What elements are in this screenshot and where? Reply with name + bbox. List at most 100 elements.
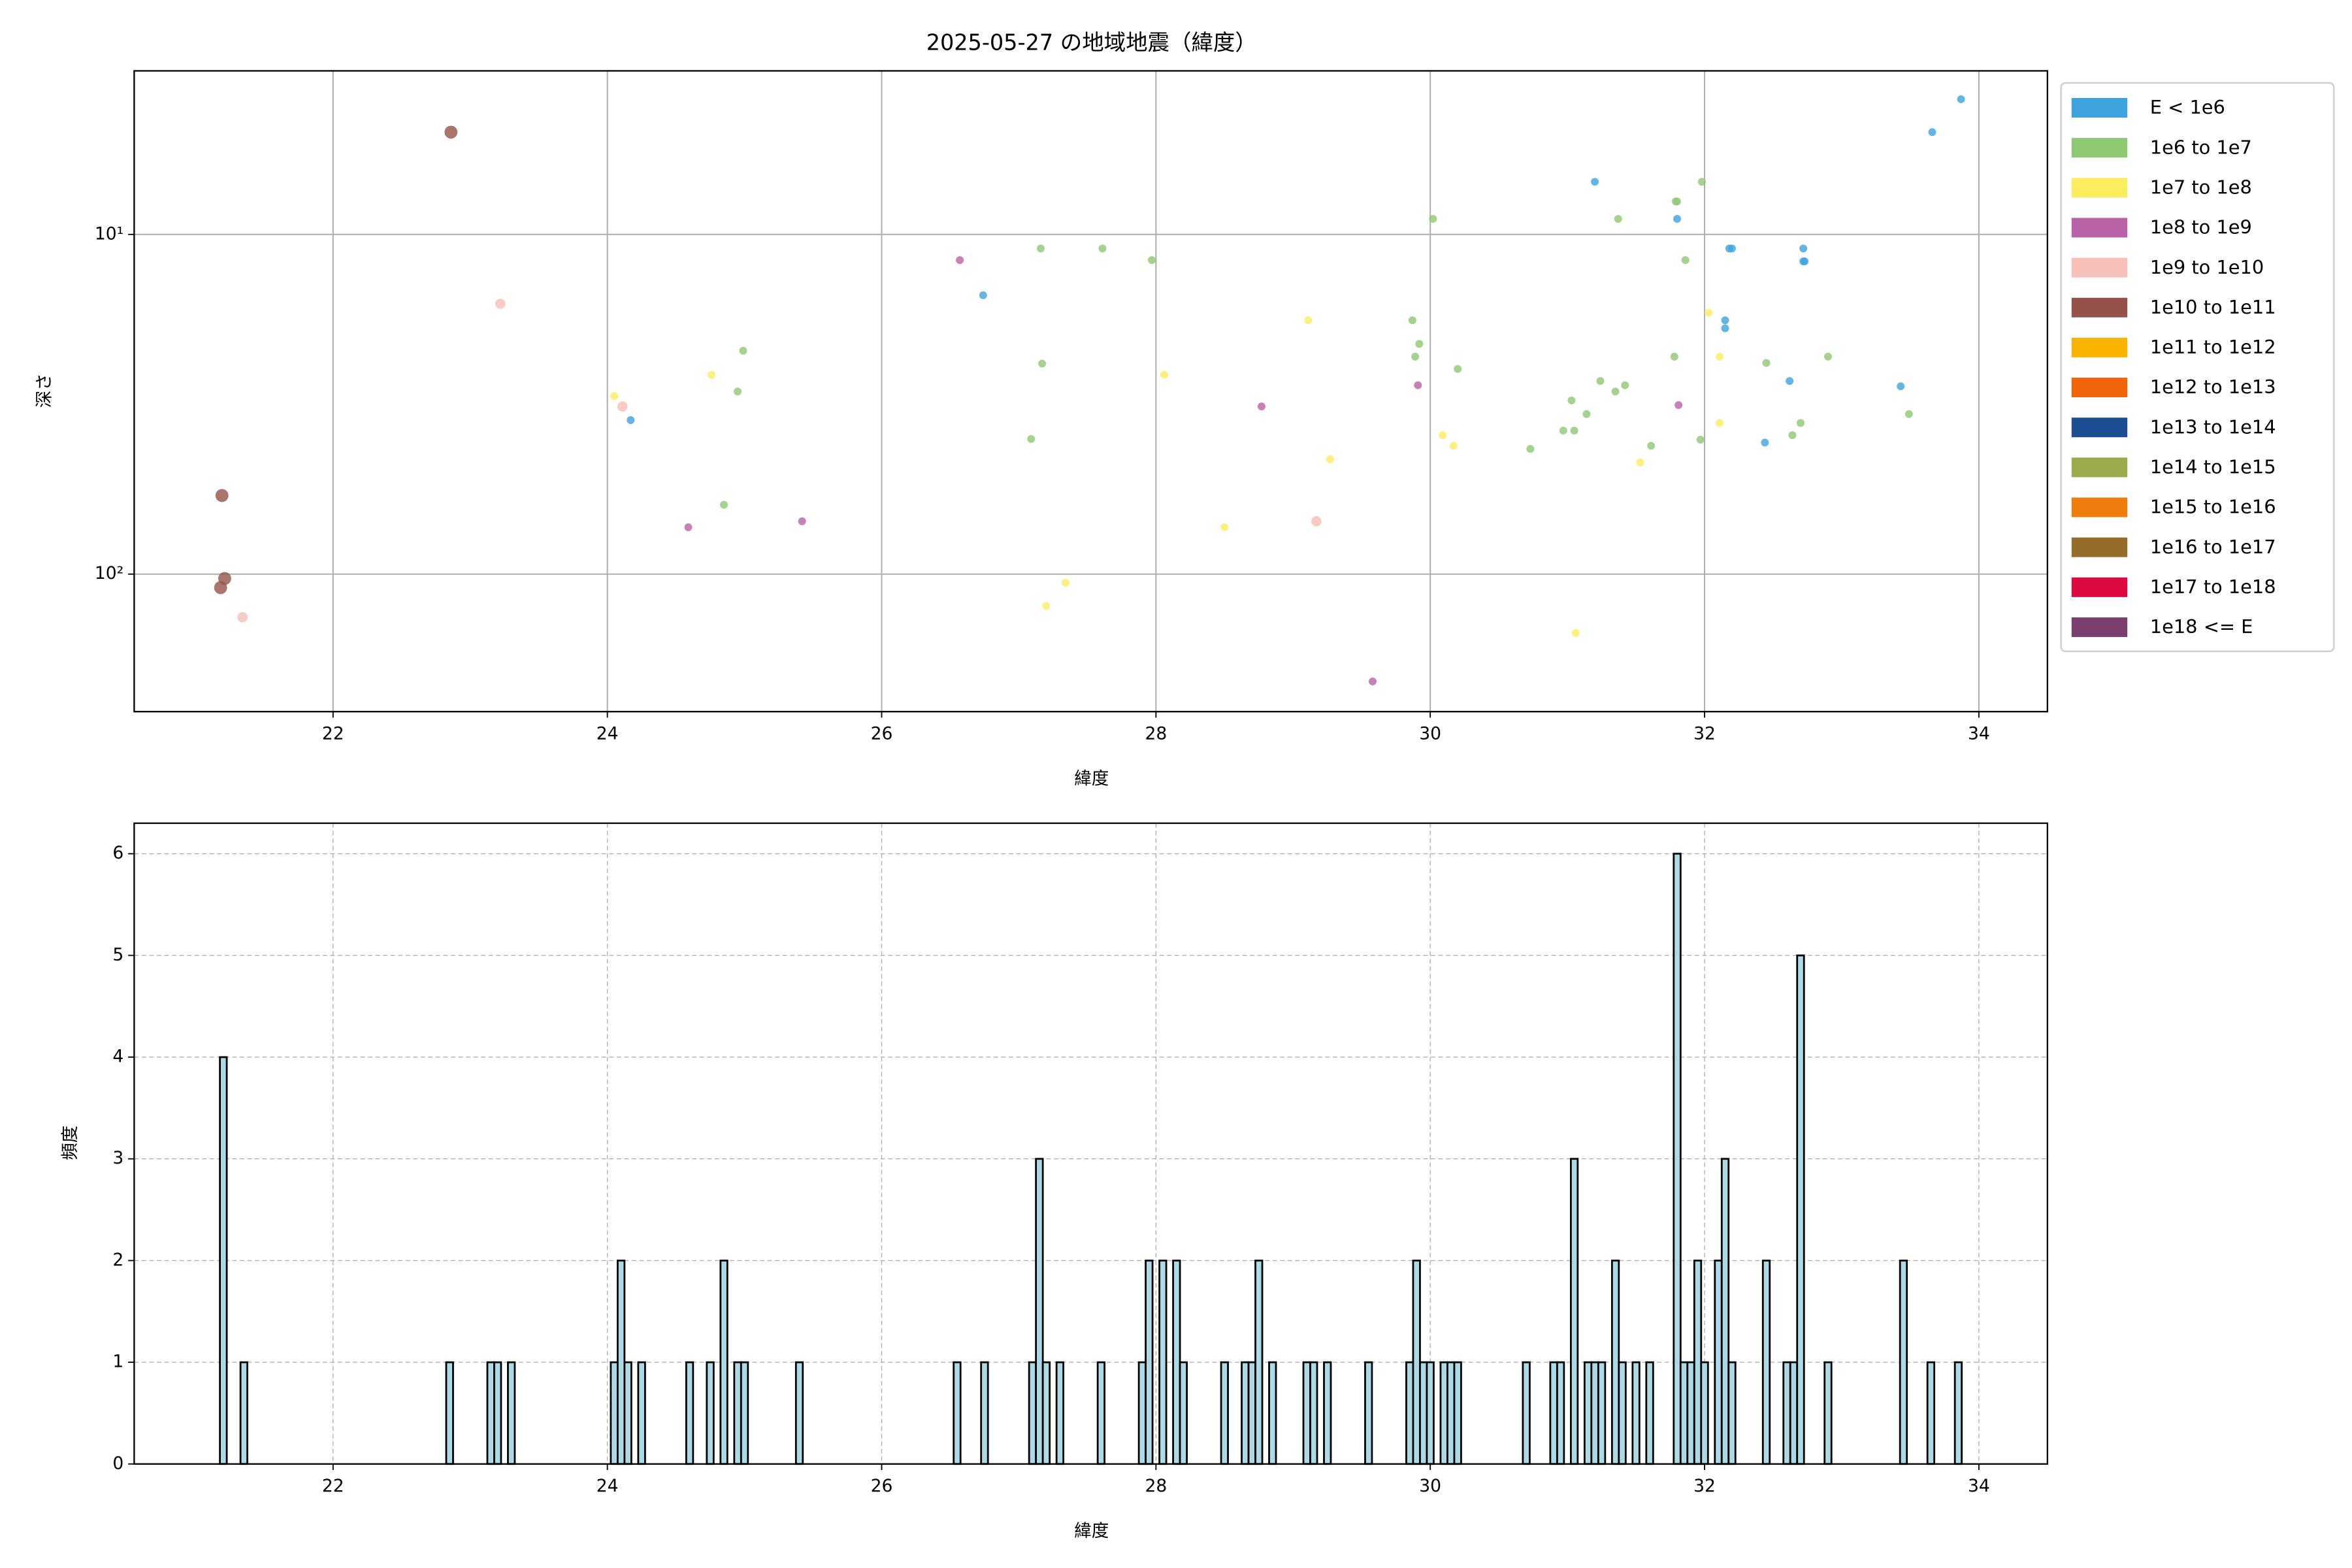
scatter-point bbox=[1411, 352, 1420, 361]
scatter-point bbox=[1304, 316, 1313, 325]
scatter-point bbox=[1823, 352, 1832, 361]
scatter-point bbox=[1571, 629, 1580, 637]
legend-label: 1e17 to 1e18 bbox=[2150, 576, 2276, 598]
scatter-point bbox=[1721, 324, 1729, 333]
scatter-point bbox=[444, 125, 458, 139]
scatter-point bbox=[1098, 244, 1107, 253]
histogram-bar bbox=[1179, 1361, 1188, 1465]
legend-label: E < 1e6 bbox=[2150, 96, 2225, 118]
scatter-point bbox=[215, 489, 229, 502]
scatter-point bbox=[1429, 215, 1437, 223]
scatter-point bbox=[1148, 256, 1156, 265]
legend-swatch bbox=[2071, 537, 2128, 557]
scatter-point bbox=[1596, 377, 1605, 385]
histogram-bar bbox=[1686, 1361, 1695, 1465]
histogram-bar bbox=[1583, 1361, 1593, 1465]
histogram-bar bbox=[980, 1361, 989, 1465]
scatter-point bbox=[218, 572, 231, 585]
legend-swatch bbox=[2071, 337, 2128, 357]
legend-swatch bbox=[2071, 98, 2128, 118]
histogram-bar bbox=[1254, 1260, 1264, 1465]
scatter-point bbox=[734, 387, 742, 396]
scatter-point bbox=[617, 401, 628, 412]
scatter-point bbox=[1621, 381, 1629, 389]
histogram-bar bbox=[493, 1361, 502, 1465]
histogram-bar bbox=[1522, 1361, 1531, 1465]
scatter-point bbox=[1061, 578, 1070, 587]
histogram-bar bbox=[706, 1361, 715, 1465]
scatter-point bbox=[1647, 442, 1656, 450]
legend-swatch bbox=[2071, 417, 2128, 438]
x-tick-label: 28 bbox=[1145, 1476, 1167, 1496]
scatter-point bbox=[720, 500, 728, 509]
histogram-bar bbox=[1714, 1260, 1723, 1465]
scatter-point bbox=[1762, 359, 1771, 367]
scatter-point bbox=[1526, 445, 1535, 453]
x-tick-label: 22 bbox=[322, 1476, 344, 1496]
scatter-point bbox=[1897, 382, 1905, 391]
scatter-point bbox=[1673, 197, 1682, 206]
scatter-point bbox=[1160, 370, 1168, 379]
histogram-bar bbox=[1426, 1361, 1435, 1465]
scatter-point bbox=[610, 392, 619, 400]
scatter-point bbox=[1414, 381, 1422, 389]
scatter-point bbox=[1928, 128, 1936, 137]
x-tick-label: 34 bbox=[1968, 1476, 1990, 1496]
scatter-point bbox=[1904, 410, 1913, 418]
scatter-point bbox=[1674, 401, 1683, 410]
legend-label: 1e10 to 1e11 bbox=[2150, 296, 2276, 318]
scatter-point bbox=[798, 517, 806, 525]
y-tick-label: 6 bbox=[112, 843, 123, 863]
histogram-bar bbox=[1556, 1361, 1565, 1465]
histogram-bar bbox=[1631, 1361, 1641, 1465]
histogram-bar bbox=[1673, 853, 1682, 1465]
scatter-point bbox=[1796, 419, 1805, 427]
legend-swatch bbox=[2071, 378, 2128, 398]
histogram-bar bbox=[1241, 1361, 1250, 1465]
legend-swatch bbox=[2071, 257, 2128, 278]
x-tick-label: 22 bbox=[322, 723, 344, 743]
histogram-bar bbox=[733, 1361, 742, 1465]
scatter-point bbox=[1591, 178, 1599, 186]
histogram-bar bbox=[1782, 1361, 1791, 1465]
histogram-bar bbox=[1035, 1158, 1044, 1465]
histogram-bar bbox=[794, 1361, 804, 1465]
histogram-bar bbox=[1412, 1260, 1421, 1465]
histogram-bar bbox=[445, 1361, 454, 1465]
histogram-bar bbox=[685, 1361, 694, 1465]
x-tick-label: 32 bbox=[1693, 1476, 1716, 1496]
scatter-point bbox=[1673, 215, 1682, 223]
histogram-bar bbox=[1041, 1361, 1051, 1465]
legend-swatch bbox=[2071, 617, 2128, 637]
scatter-point bbox=[1716, 352, 1724, 361]
histogram-bar bbox=[1364, 1361, 1373, 1465]
histogram-bar bbox=[1309, 1361, 1318, 1465]
histogram-bar bbox=[1220, 1361, 1229, 1465]
histogram-bar bbox=[1268, 1361, 1277, 1465]
histogram-bar bbox=[1618, 1361, 1627, 1465]
legend-label: 1e6 to 1e7 bbox=[2150, 136, 2252, 158]
histogram-bar bbox=[1693, 1260, 1703, 1465]
y-tick-label: 1 bbox=[112, 1352, 123, 1372]
histogram-bar bbox=[1055, 1361, 1065, 1465]
histogram-bar bbox=[1823, 1361, 1833, 1465]
scatter-point bbox=[1705, 308, 1713, 317]
scatter-point bbox=[1728, 244, 1737, 253]
y-tick-label: 10² bbox=[95, 563, 123, 583]
scatter-point bbox=[1311, 516, 1322, 527]
x-tick-label: 24 bbox=[596, 723, 619, 743]
x-tick-label: 32 bbox=[1693, 723, 1716, 743]
histogram-bar bbox=[1610, 1260, 1620, 1465]
legend-swatch bbox=[2071, 577, 2128, 597]
legend-label: 1e16 to 1e17 bbox=[2150, 536, 2276, 558]
legend-label: 1e13 to 1e14 bbox=[2150, 416, 2276, 438]
scatter-point bbox=[1801, 257, 1809, 265]
scatter-point bbox=[1957, 95, 1965, 103]
histogram-bar bbox=[1028, 1361, 1037, 1465]
legend-label: 1e9 to 1e10 bbox=[2150, 256, 2264, 278]
scatter-point bbox=[627, 416, 635, 424]
scatter-point bbox=[979, 291, 987, 299]
scatter-point bbox=[1697, 178, 1706, 186]
legend-swatch bbox=[2071, 457, 2128, 478]
